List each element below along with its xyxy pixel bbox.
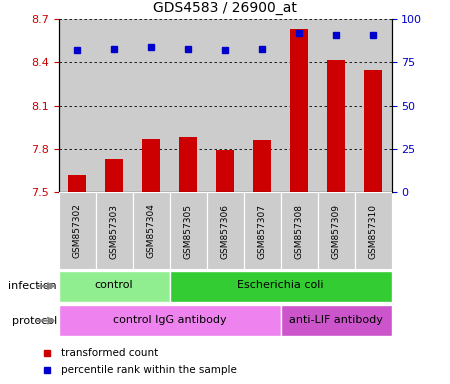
Bar	[179, 137, 197, 192]
Text: control: control	[94, 280, 133, 290]
Bar	[355, 192, 392, 269]
Bar	[243, 19, 280, 192]
Text: GSM857310: GSM857310	[369, 204, 378, 258]
Bar	[58, 305, 280, 336]
Bar	[132, 192, 170, 269]
Bar	[207, 19, 243, 192]
Text: GSM857306: GSM857306	[220, 204, 230, 258]
Text: GSM857304: GSM857304	[147, 204, 156, 258]
Text: protocol: protocol	[12, 316, 57, 326]
Title: GDS4583 / 26900_at: GDS4583 / 26900_at	[153, 2, 297, 15]
Bar	[170, 19, 207, 192]
Text: GSM857309: GSM857309	[332, 204, 341, 258]
Bar	[132, 19, 170, 192]
Bar	[318, 192, 355, 269]
Bar	[280, 305, 392, 336]
Text: GSM857305: GSM857305	[184, 204, 193, 258]
Bar	[290, 29, 308, 192]
Bar	[327, 60, 345, 192]
Bar	[216, 150, 234, 192]
Bar	[68, 175, 86, 192]
Text: transformed count: transformed count	[61, 348, 158, 358]
Text: infection: infection	[8, 281, 57, 291]
Text: anti-LIF antibody: anti-LIF antibody	[289, 315, 383, 325]
Text: control IgG antibody: control IgG antibody	[112, 315, 226, 325]
Bar	[105, 159, 123, 192]
Bar	[170, 271, 392, 302]
Bar	[280, 192, 318, 269]
Text: Escherichia coli: Escherichia coli	[237, 280, 324, 290]
Bar	[355, 19, 392, 192]
Bar	[253, 140, 271, 192]
Bar	[95, 19, 132, 192]
Bar	[280, 19, 318, 192]
Text: GSM857302: GSM857302	[72, 204, 81, 258]
Bar	[58, 19, 95, 192]
Bar	[95, 192, 132, 269]
Bar	[58, 192, 95, 269]
Bar	[142, 139, 160, 192]
Bar	[170, 192, 207, 269]
Bar	[364, 70, 382, 192]
Text: GSM857308: GSM857308	[294, 204, 303, 258]
Text: GSM857303: GSM857303	[109, 204, 118, 258]
Bar	[207, 192, 243, 269]
Text: percentile rank within the sample: percentile rank within the sample	[61, 364, 237, 375]
Bar	[318, 19, 355, 192]
Bar	[58, 271, 170, 302]
Bar	[243, 192, 280, 269]
Text: GSM857307: GSM857307	[257, 204, 266, 258]
